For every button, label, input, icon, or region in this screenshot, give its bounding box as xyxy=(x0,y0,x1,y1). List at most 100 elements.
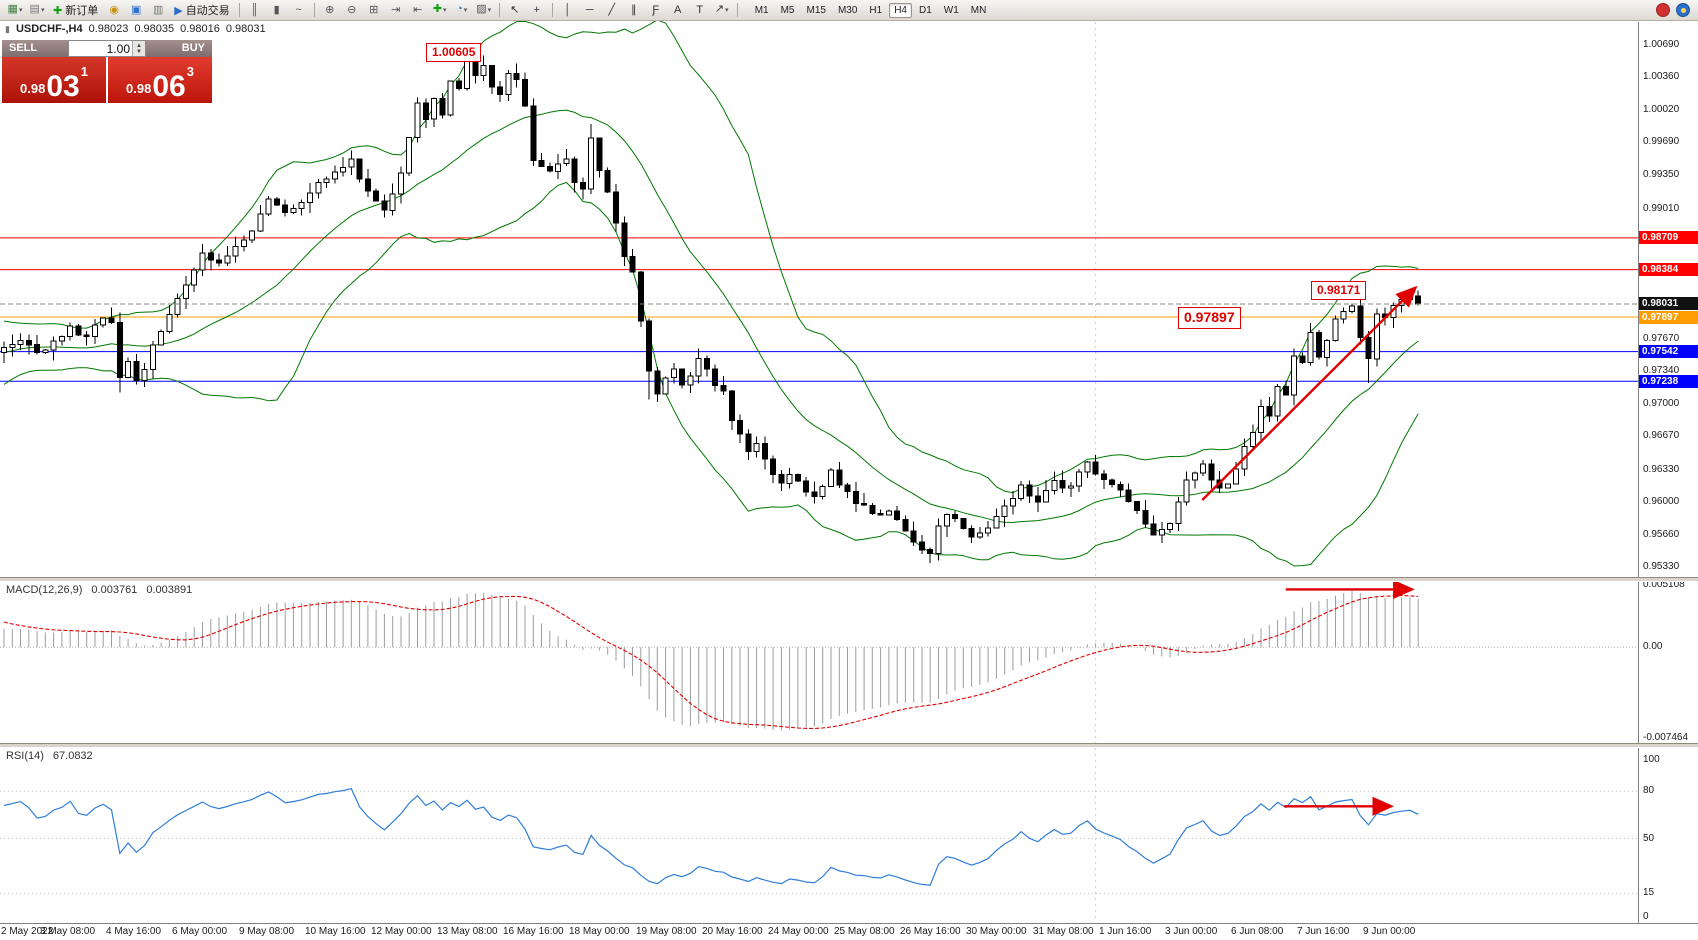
time-axis-label: 26 May 16:00 xyxy=(900,926,961,937)
cursor-icon[interactable]: ↖ xyxy=(504,2,526,18)
time-axis-label: 20 May 16:00 xyxy=(702,926,763,937)
price-annotation-box[interactable]: 0.98171 xyxy=(1311,281,1367,300)
new-order-icon: ✚ xyxy=(53,4,63,17)
time-axis-label: 24 May 00:00 xyxy=(768,926,829,937)
horizontal-line-icon[interactable]: ─ xyxy=(579,2,601,18)
market-icon[interactable]: ▣ xyxy=(125,2,147,18)
time-axis-label: 30 May 00:00 xyxy=(966,926,1027,937)
text-label-icon[interactable]: T xyxy=(689,2,711,18)
templates-icon[interactable]: ▨▾ xyxy=(473,1,495,19)
timeframe-mn[interactable]: MN xyxy=(970,4,987,16)
price-axis-label: 0.99350 xyxy=(1643,169,1680,180)
candlestick-chart-icon[interactable]: ▮ xyxy=(266,2,288,18)
sell-price: 0.98 03 1 xyxy=(2,57,106,103)
spinner-down-icon[interactable]: ▼ xyxy=(136,48,142,55)
chart-shift-icon[interactable]: ⇤ xyxy=(407,2,429,18)
trendline-icon: ╱ xyxy=(608,4,615,16)
bar-chart-icon[interactable]: ║ xyxy=(244,2,266,18)
vertical-line-icon[interactable]: │ xyxy=(557,2,579,18)
fibonacci-icon[interactable]: Ƒ xyxy=(645,2,667,18)
periods-icon[interactable]: ◔▾ xyxy=(451,1,473,19)
timeframe-m15[interactable]: M15 xyxy=(806,4,826,16)
price-axis-label: 0.97340 xyxy=(1643,365,1680,376)
time-axis-label: 9 May 08:00 xyxy=(239,926,295,937)
ohlc-close: 0.98031 xyxy=(225,23,266,35)
time-axis-label: 4 May 16:00 xyxy=(106,926,162,937)
zoom-in-icon[interactable]: ⊕ xyxy=(319,2,341,18)
data-window-icon[interactable]: ▥ xyxy=(147,2,169,18)
rsi-axis-label: 80 xyxy=(1643,785,1655,796)
tile-windows-icon[interactable]: ⊞ xyxy=(363,2,385,18)
rsi-layer xyxy=(0,787,1638,894)
mql5-icon: ◉ xyxy=(109,4,120,16)
rsi-axis-label: 0 xyxy=(1643,911,1649,922)
zoom-out-icon[interactable]: ⊖ xyxy=(341,2,363,18)
timeframe-w1[interactable]: W1 xyxy=(943,4,959,16)
toolbar-right-group xyxy=(1656,3,1690,17)
mql5-dot xyxy=(1681,8,1686,13)
zoom-in-icon: ⊕ xyxy=(325,4,335,16)
spinner-up-icon[interactable]: ▲ xyxy=(136,42,142,49)
ohlc-high: 0.98035 xyxy=(134,23,175,35)
indicators-icon[interactable]: ✚▾ xyxy=(429,1,451,19)
bollinger-bands xyxy=(3,19,1419,567)
line-chart-icon[interactable]: ~ xyxy=(288,2,310,18)
equidistant-channel-icon[interactable]: ∥ xyxy=(623,2,645,18)
time-axis-label: 2 May 2022 xyxy=(1,926,54,937)
text-icon[interactable]: A xyxy=(667,2,689,18)
auto-scroll-icon[interactable]: ⇥ xyxy=(385,2,407,18)
ohlc-low: 0.98016 xyxy=(180,23,220,35)
lot-spinner[interactable]: ▲ ▼ xyxy=(132,41,145,56)
autotrading-button[interactable]: ▶ 自动交易 xyxy=(169,2,234,18)
price-axis-label: 0.99010 xyxy=(1643,203,1680,214)
toolbar: ▦▾ ▤▾ ✚ 新订单 ◉ ▣ ▥ ▶ 自动交易 ║ ▮ ~ ⊕ ⊖ ⊞ ⇥ ⇤ ✚▾ ◔▾ ▨▾ ↖ + │ ─ ╱ ∥ Ƒ A T ↗… xyxy=(0,0,1698,21)
price-line-tag: 0.98709 xyxy=(1639,231,1698,244)
price-line-tag: 0.97897 xyxy=(1639,311,1698,324)
pane-divider[interactable] xyxy=(0,577,1698,582)
price-annotation-box[interactable]: 1.00605 xyxy=(426,43,482,62)
price-axis-label: 0.95660 xyxy=(1643,529,1680,540)
symbol-period-label: USDCHF-,H4 xyxy=(15,23,83,35)
mql5-icon[interactable]: ◉ xyxy=(103,2,125,18)
buy-price-pip: 3 xyxy=(186,64,194,79)
pane-divider[interactable] xyxy=(0,743,1698,748)
new-order-button[interactable]: ✚ 新订单 xyxy=(48,2,103,18)
lot-size-input[interactable]: 1.00 ▲ ▼ xyxy=(68,40,146,57)
timeframe-h4[interactable]: H4 xyxy=(889,2,912,18)
sell-button[interactable]: SELL 0.98 03 1 xyxy=(2,40,106,103)
time-axis-label: 10 May 16:00 xyxy=(305,926,366,937)
current-price-tag: 0.98031 xyxy=(1639,297,1698,310)
equidistant-channel-icon: ∥ xyxy=(630,4,637,16)
price-axis-label: 0.99690 xyxy=(1643,136,1680,147)
new-chart-button[interactable]: ▦▾ xyxy=(4,1,26,19)
price-trend-arrow[interactable] xyxy=(1201,285,1418,501)
arrows-tool-icon[interactable]: ↗▾ xyxy=(711,1,733,19)
dropdown-arrow-icon: ▾ xyxy=(487,7,492,14)
price-axis-label: 0.97670 xyxy=(1643,333,1680,344)
timeframe-m30[interactable]: M30 xyxy=(837,4,858,16)
timeframe-d1[interactable]: D1 xyxy=(919,4,932,16)
trendline-icon[interactable]: ╱ xyxy=(601,2,623,18)
buy-price: 0.98 06 3 xyxy=(108,57,212,103)
time-axis-label: 9 Jun 00:00 xyxy=(1363,926,1416,937)
dropdown-arrow-icon: ▾ xyxy=(463,7,468,14)
horizontal-level-lines[interactable] xyxy=(0,237,1638,382)
vertical-line-icon: │ xyxy=(564,4,572,16)
rsi-value: 67.0832 xyxy=(52,750,93,762)
price-annotation-box[interactable]: 0.97897 xyxy=(1178,307,1241,329)
macd-signal-value: 0.003891 xyxy=(146,584,193,596)
dropdown-arrow-icon: ▾ xyxy=(725,7,729,14)
timeframe-m1[interactable]: M1 xyxy=(754,4,769,16)
news-icon[interactable] xyxy=(1656,3,1670,17)
autotrading-button-label: 自动交易 xyxy=(185,5,230,17)
mql5-community-icon[interactable] xyxy=(1676,3,1690,17)
line-chart-icon: ~ xyxy=(295,4,302,16)
profiles-button[interactable]: ▤▾ xyxy=(26,1,48,19)
text-icon: A xyxy=(674,4,682,16)
timeframe-h1[interactable]: H1 xyxy=(869,4,883,16)
price-axis-label: 0.96330 xyxy=(1643,464,1680,475)
timeframe-m5[interactable]: M5 xyxy=(780,4,795,16)
crosshair-icon[interactable]: + xyxy=(526,2,548,18)
